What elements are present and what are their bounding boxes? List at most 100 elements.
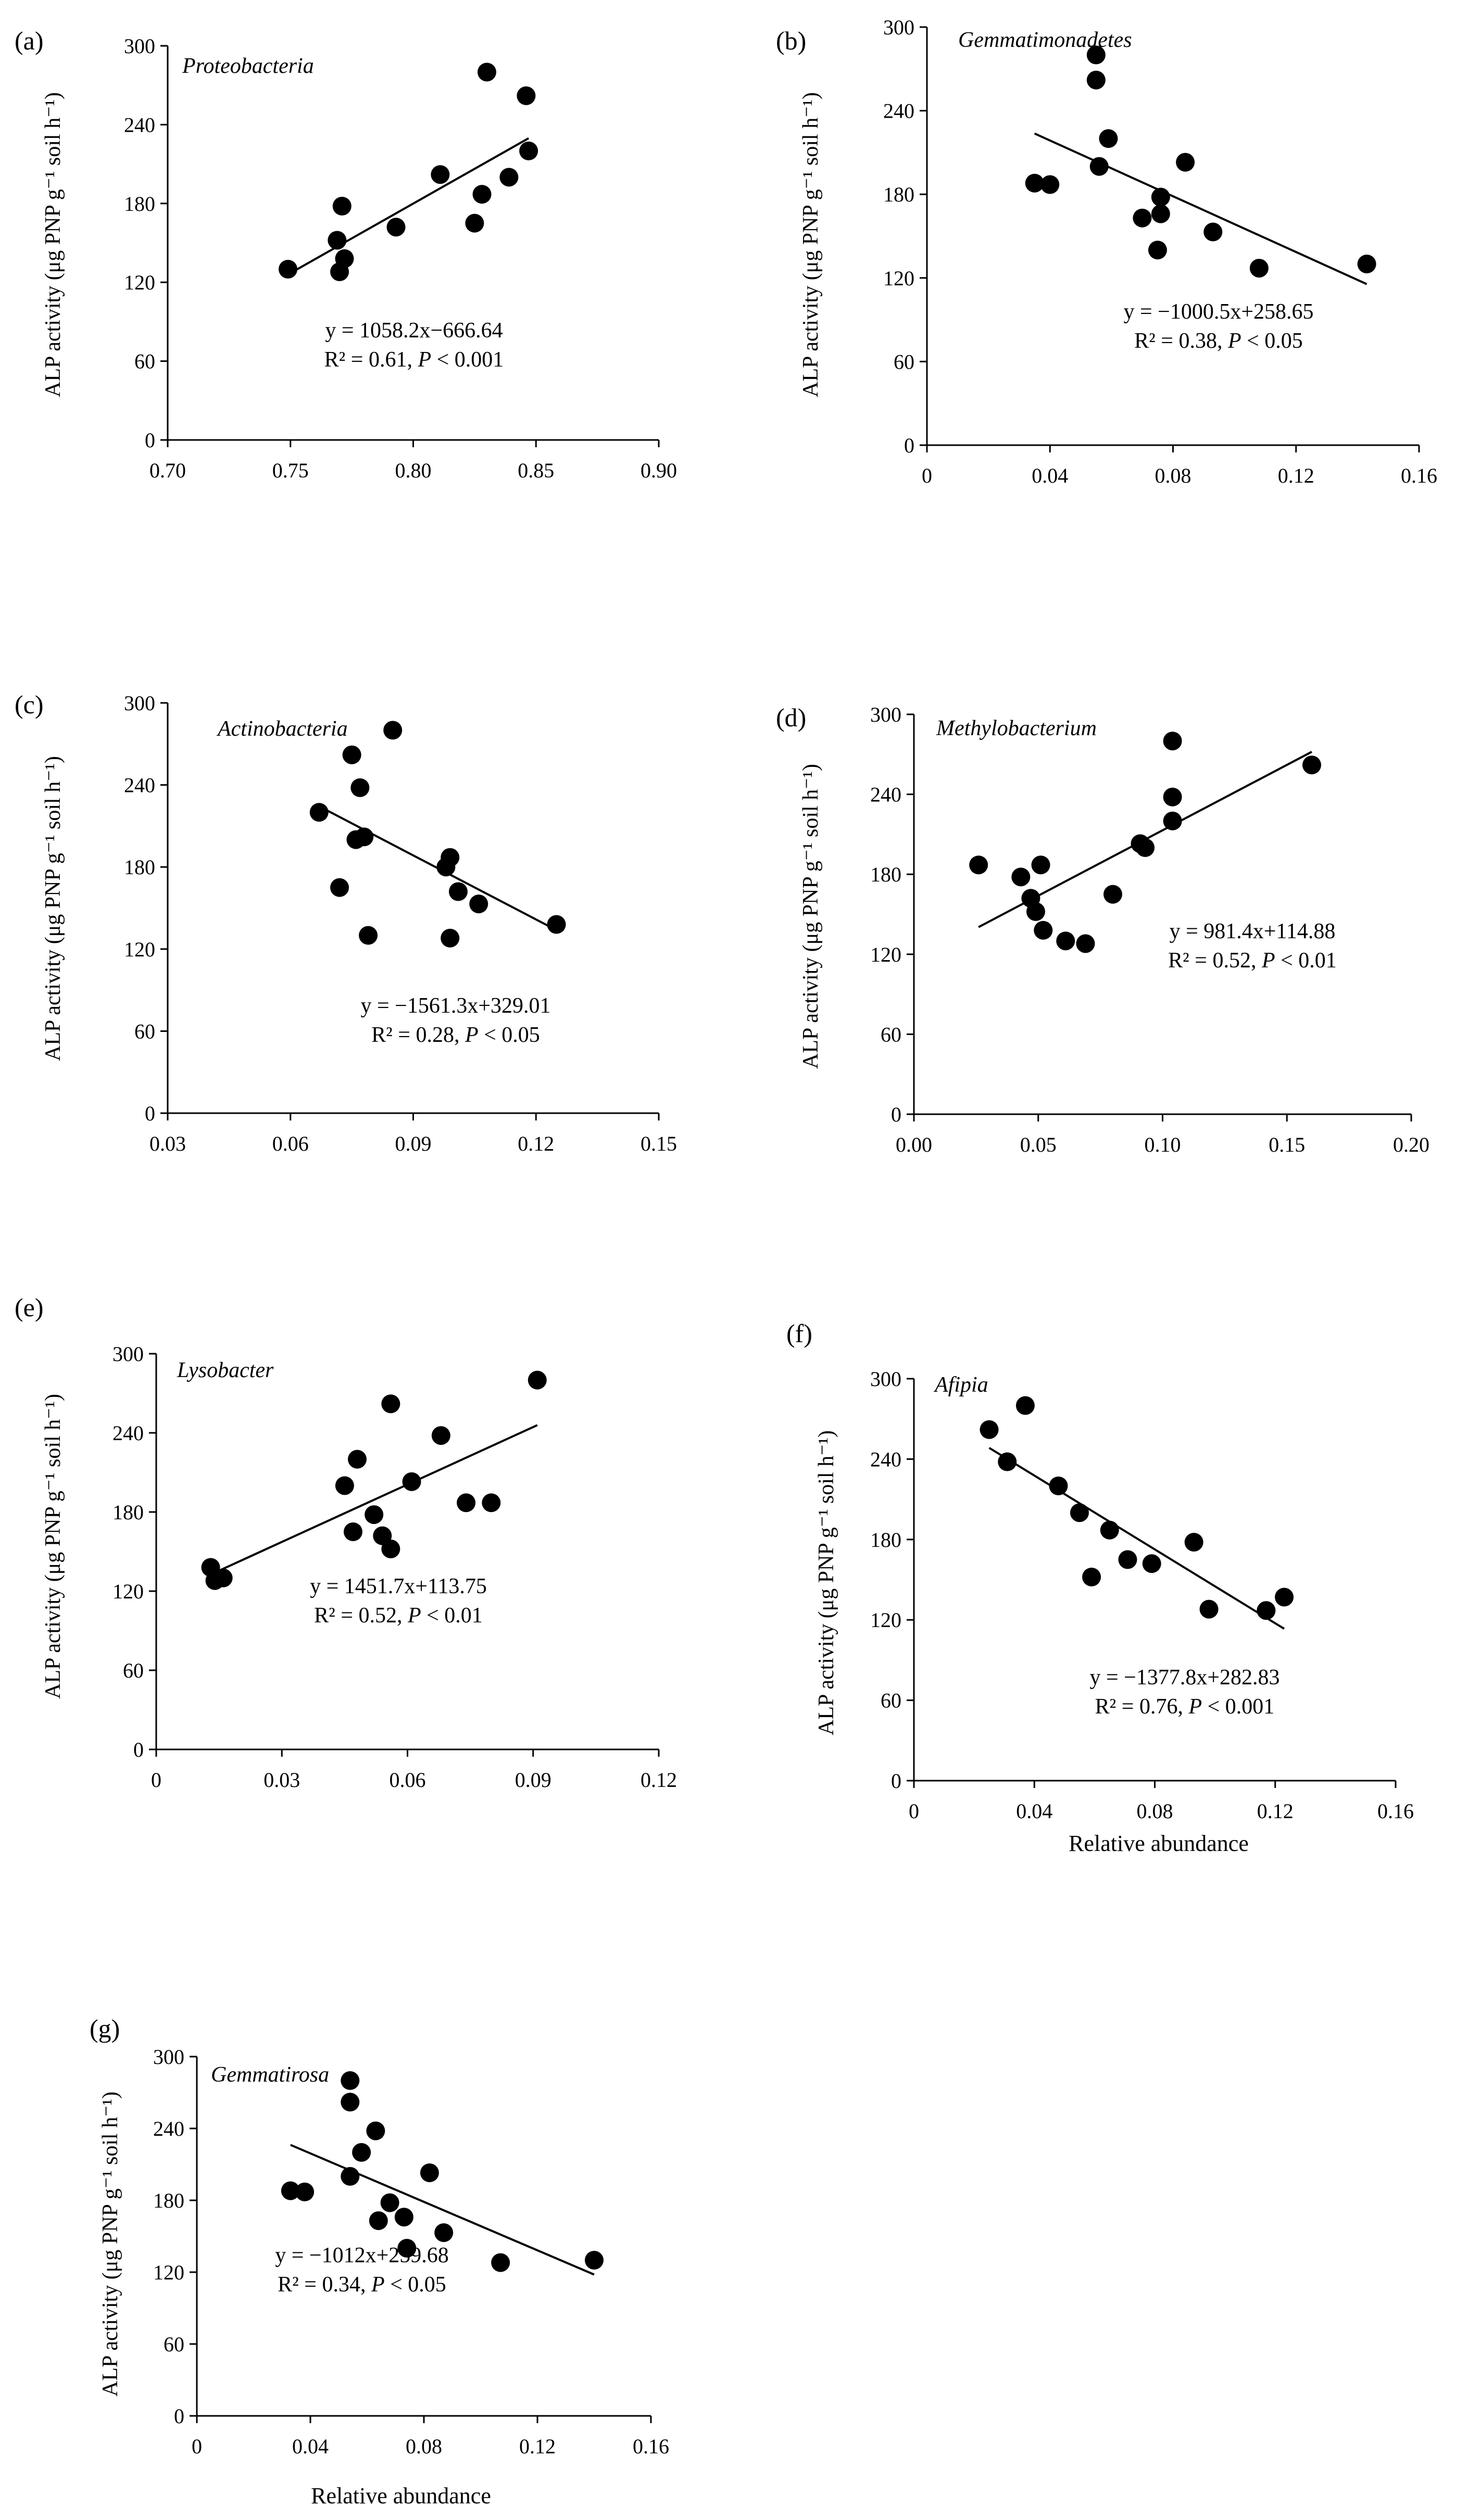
y-tick-label: 120: [870, 1608, 901, 1632]
regression-stats: R² = 0.52, P < 0.01: [314, 1604, 483, 1628]
y-tick-label: 120: [112, 1580, 144, 1603]
x-tick-label: 0.08: [406, 2435, 442, 2458]
data-point: [350, 778, 370, 797]
data-point: [355, 827, 374, 847]
data-point: [380, 2193, 399, 2212]
data-point: [457, 1493, 476, 1513]
data-point: [381, 1394, 400, 1414]
y-axis-title: ALP activity (μg PNP g⁻¹ soil h⁻¹): [41, 1394, 65, 1699]
y-tick-label: 300: [124, 34, 155, 58]
data-point: [1151, 187, 1170, 207]
data-point: [402, 1472, 421, 1491]
x-tick-label: 0.15: [641, 1132, 677, 1155]
data-point: [383, 721, 403, 740]
data-point: [369, 2211, 388, 2231]
y-tick-label: 300: [870, 1367, 901, 1391]
regression-line: [290, 2144, 595, 2276]
y-tick-label: 60: [881, 1023, 901, 1046]
y-tick-label: 120: [870, 943, 901, 966]
y-tick-label: 180: [153, 2189, 184, 2212]
x-tick-label: 0.15: [1269, 1133, 1305, 1156]
x-tick-label: 0.08: [1137, 1799, 1173, 1823]
x-tick-label: 0: [922, 464, 932, 487]
x-tick-label: 0: [909, 1799, 919, 1823]
data-point: [434, 2223, 454, 2242]
data-point: [341, 2167, 360, 2186]
taxon-title: Proteobacteria: [182, 54, 314, 78]
data-point: [472, 185, 492, 204]
data-point: [1099, 129, 1118, 148]
panel-label: (a): [15, 26, 44, 55]
data-point: [281, 2181, 300, 2200]
y-tick-label: 120: [124, 271, 155, 294]
data-point: [517, 86, 536, 105]
data-point: [1199, 1599, 1219, 1619]
y-tick-label: 300: [124, 691, 155, 715]
y-tick-label: 180: [870, 863, 901, 886]
taxon-title: Afipia: [933, 1373, 988, 1397]
panel-label: (c): [15, 690, 44, 719]
x-tick-label: 0.16: [1377, 1799, 1414, 1823]
y-tick-label: 60: [134, 350, 155, 373]
y-tick-label: 120: [153, 2261, 184, 2284]
y-tick-label: 0: [133, 1738, 144, 1761]
x-tick-label: 0.05: [1020, 1133, 1057, 1156]
data-point: [491, 2253, 510, 2272]
x-tick-label: 0: [151, 1768, 161, 1792]
panel-c: 0 60 120 180 240 300 0.03 0.06 0.09 0.12 0.15 (c) Ac…: [15, 690, 677, 1155]
panel-f: 0 60 120 180 240 300 0 0.04 0.08 0.12 0.16 (f) Afipi…: [786, 1319, 1414, 1856]
y-tick-label: 120: [883, 267, 914, 290]
data-point: [1034, 921, 1053, 940]
data-point: [1163, 787, 1182, 807]
data-point: [980, 1420, 999, 1439]
data-point: [1163, 732, 1182, 751]
x-tick-label: 0.03: [264, 1768, 300, 1792]
y-axis-title: ALP activity (μg PNP g⁻¹ soil h⁻¹): [98, 2091, 122, 2397]
regression-equation: y = −1000.5x+258.65: [1123, 300, 1313, 324]
y-tick-label: 300: [870, 703, 901, 726]
data-point: [330, 878, 349, 897]
x-tick-label: 0: [192, 2435, 202, 2458]
data-point: [477, 62, 496, 82]
y-tick-label: 60: [881, 1689, 901, 1712]
taxon-title: Methylobacterium: [936, 716, 1097, 740]
data-point: [1089, 157, 1109, 176]
x-tick-label: 0.75: [272, 459, 309, 482]
y-axis-title: ALP activity (μg PNP g⁻¹ soil h⁻¹): [814, 1430, 838, 1735]
regression-stats: R² = 0.28, P < 0.05: [371, 1023, 540, 1047]
y-tick-label: 240: [124, 113, 155, 136]
panel-label: (d): [776, 703, 806, 732]
data-point: [1203, 222, 1223, 242]
x-tick-label: 0.16: [1401, 464, 1437, 487]
data-point: [1176, 153, 1195, 172]
data-point: [1148, 241, 1167, 260]
x-tick-label: 0.09: [395, 1132, 432, 1155]
y-tick-label: 240: [112, 1421, 144, 1445]
data-point: [1302, 755, 1321, 775]
data-point: [1040, 175, 1060, 194]
y-axis-title: ALP activity (μg PNP g⁻¹ soil h⁻¹): [799, 764, 823, 1069]
data-point: [1011, 867, 1031, 887]
data-point: [1163, 811, 1182, 830]
data-point: [441, 928, 460, 948]
y-tick-label: 0: [174, 2404, 184, 2428]
y-tick-label: 0: [891, 1103, 901, 1126]
y-tick-label: 300: [883, 16, 914, 39]
data-point: [381, 1539, 400, 1558]
regression-equation: y = −1377.8x+282.83: [1089, 1666, 1279, 1690]
regression-stats: R² = 0.61, P < 0.001: [324, 348, 504, 372]
data-point: [341, 2071, 360, 2090]
regression-equation: y = 1058.2x−666.64: [325, 319, 503, 343]
panel-label: (g): [90, 2014, 120, 2043]
panel-label: (b): [776, 26, 806, 55]
y-tick-label: 0: [145, 429, 155, 452]
panel-label: (e): [15, 1293, 44, 1322]
data-point: [1025, 173, 1044, 193]
y-tick-label: 180: [870, 1528, 901, 1552]
data-point: [1118, 1550, 1137, 1569]
data-point: [335, 249, 354, 268]
data-point: [547, 915, 566, 934]
y-tick-label: 180: [124, 855, 155, 879]
x-tick-label: 0.04: [1016, 1799, 1052, 1823]
y-tick-label: 300: [153, 2045, 184, 2069]
